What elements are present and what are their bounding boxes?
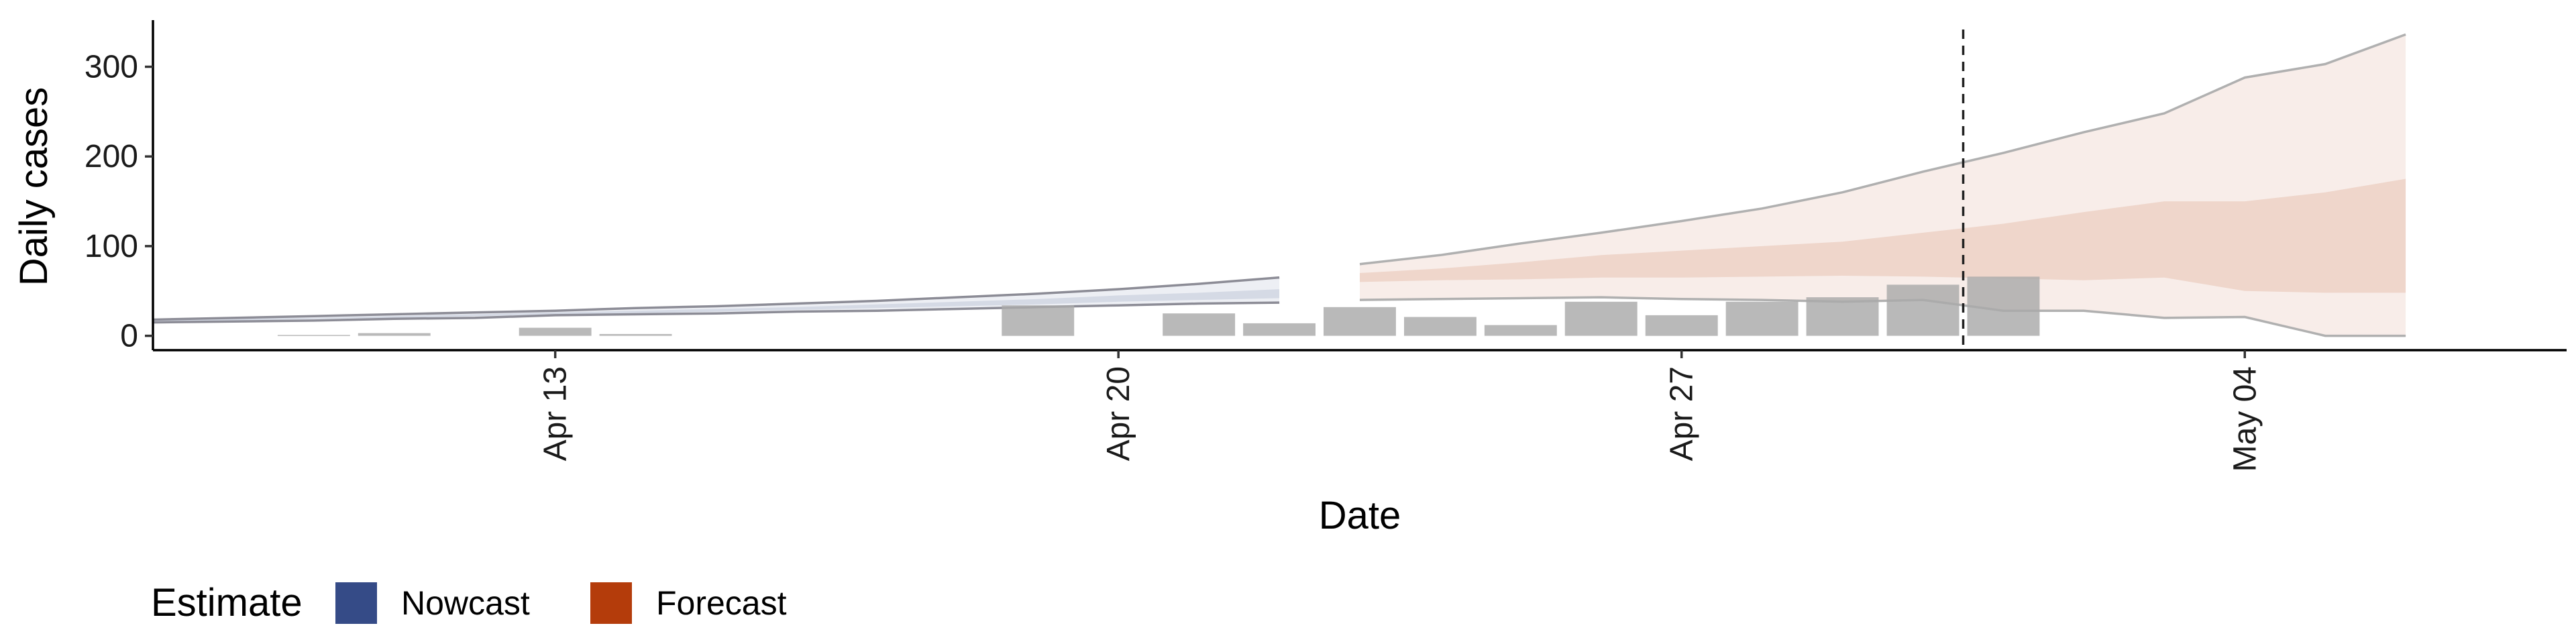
- forecast-band-50: [1360, 178, 2406, 293]
- legend: Estimate Nowcast Forecast: [151, 581, 787, 625]
- forecast-upper-90-line: [1359, 33, 2406, 266]
- case-bar: [1645, 315, 1718, 336]
- y-tick-label: 0: [120, 319, 138, 354]
- x-tick-label: Apr 27: [1664, 366, 1700, 461]
- case-bar: [1725, 301, 1799, 336]
- y-tick-label: 300: [85, 50, 138, 85]
- legend-swatch: [335, 582, 377, 624]
- case-bar: [1002, 305, 1075, 336]
- case-bar: [1484, 325, 1557, 336]
- axes: Daily cases Date 0 100 200 300 Apr 13 Apr 20 A…: [12, 20, 2567, 537]
- legend-swatch: [590, 582, 632, 624]
- nowcast-lower-90-line: [152, 301, 1280, 324]
- case-bar: [1163, 313, 1236, 336]
- legend-label: Forecast: [656, 584, 787, 622]
- y-tick-label: 100: [85, 229, 138, 264]
- plot-area: [152, 30, 2406, 350]
- nowcast-upper-90-line: [152, 276, 1280, 321]
- case-bar: [1564, 301, 1638, 336]
- case-bar: [1324, 307, 1396, 336]
- case-bar: [1404, 317, 1477, 336]
- case-bar: [1886, 284, 1960, 336]
- legend-title: Estimate: [151, 581, 303, 625]
- forecast-lower-90-line: [1359, 296, 2406, 337]
- x-tick-label: May 04: [2227, 366, 2263, 472]
- x-axis-title: Date: [1319, 494, 1401, 537]
- forecast-band-90: [1360, 34, 2406, 336]
- case-bar: [1967, 276, 2040, 336]
- y-tick-label: 200: [85, 139, 138, 174]
- case-bar: [599, 333, 672, 336]
- y-axis-title: Daily cases: [12, 87, 56, 286]
- case-bar: [1806, 297, 1879, 336]
- legend-label: Nowcast: [401, 584, 530, 622]
- x-tick-label: Apr 13: [538, 366, 574, 461]
- x-tick-label: Apr 20: [1101, 366, 1136, 461]
- case-bar: [519, 327, 592, 336]
- case-bar: [358, 333, 431, 336]
- case-bar: [1243, 323, 1316, 336]
- case-bar: [277, 335, 350, 336]
